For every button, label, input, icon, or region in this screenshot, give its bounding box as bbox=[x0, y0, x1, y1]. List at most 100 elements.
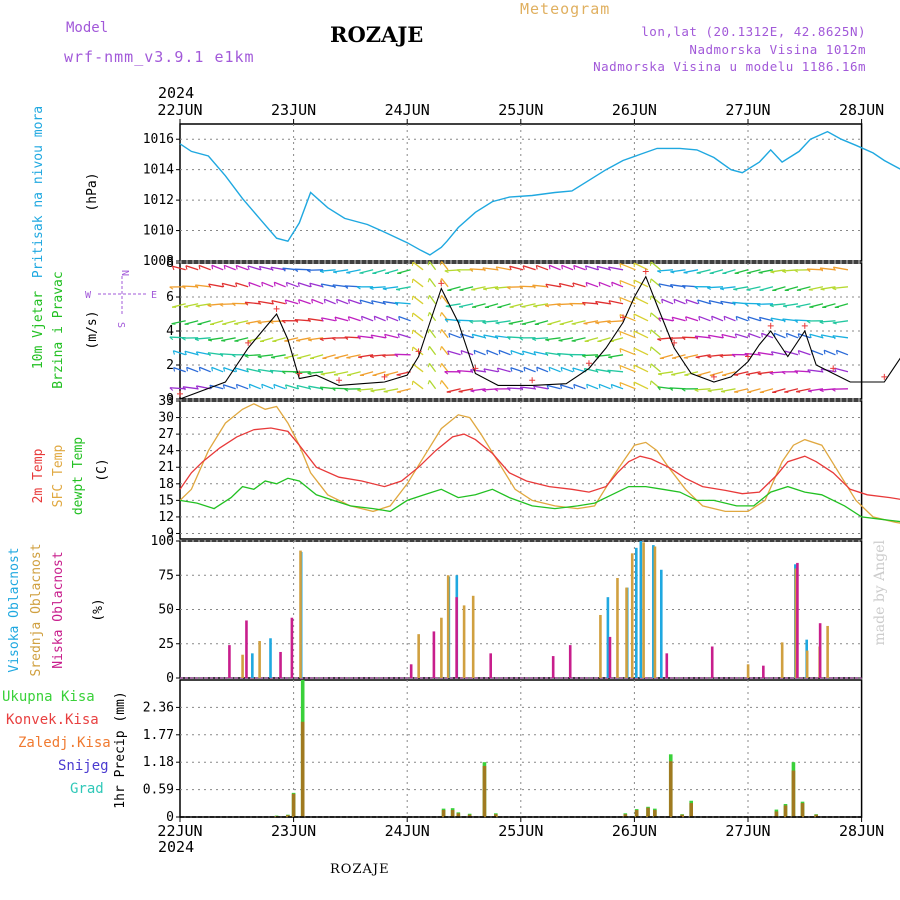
wind-arrow-head bbox=[761, 333, 763, 338]
wind-arrow bbox=[720, 388, 736, 393]
wind-arrow bbox=[747, 388, 761, 393]
wind-arrow bbox=[708, 334, 724, 339]
cloud-bar bbox=[432, 631, 436, 678]
wind-arrow bbox=[333, 269, 349, 273]
wind-arrow bbox=[661, 298, 674, 305]
wind-arrow-head bbox=[681, 285, 686, 289]
wind-arrow-head bbox=[359, 299, 362, 305]
wind-arrow bbox=[782, 303, 799, 307]
wind-arrow-head bbox=[211, 265, 214, 270]
wind-arrow-head bbox=[806, 268, 811, 273]
precip-bar bbox=[286, 815, 290, 817]
cloud-bar bbox=[228, 645, 231, 678]
wind-arrow bbox=[834, 303, 849, 309]
x-tick-label-bottom: 26JUN bbox=[612, 822, 657, 840]
wind-arrow bbox=[459, 286, 474, 291]
wind-arrow bbox=[733, 371, 749, 376]
wind-arrow-head bbox=[694, 286, 699, 290]
wind-arrow-head bbox=[796, 391, 801, 393]
wind-arrow bbox=[182, 285, 199, 288]
wind-arrow-head bbox=[257, 356, 262, 359]
wind-arrow bbox=[735, 333, 749, 339]
wind-gust-marker bbox=[177, 390, 183, 397]
ylabel-cloud-unit: (%) bbox=[91, 598, 106, 621]
wind-arrow-head bbox=[320, 283, 324, 288]
wind-arrow-head bbox=[394, 353, 399, 358]
wind-arrow bbox=[532, 284, 549, 288]
wind-arrow-head bbox=[384, 334, 387, 339]
wind-arrow-head bbox=[332, 284, 336, 289]
y-tick-label: 12 bbox=[158, 510, 174, 525]
wind-arrow-head bbox=[195, 385, 199, 390]
wind-arrow bbox=[370, 334, 386, 339]
wind-arrow bbox=[659, 354, 674, 360]
cloud-bar bbox=[746, 664, 750, 678]
wind-arrow-head bbox=[608, 356, 613, 359]
wind-arrow-head bbox=[357, 335, 361, 340]
wind-arrow bbox=[447, 350, 461, 356]
wind-arrow-head bbox=[172, 350, 175, 355]
wind-arrow bbox=[807, 268, 824, 271]
wind-arrow bbox=[440, 295, 449, 305]
wind-arrow-head bbox=[244, 355, 249, 358]
cloud-bar bbox=[462, 605, 466, 678]
wind-arrow-head bbox=[832, 266, 836, 271]
wind-arrow bbox=[397, 269, 411, 274]
precip-bar bbox=[634, 810, 639, 817]
wind-arrow-head bbox=[221, 340, 226, 342]
wind-arrow bbox=[324, 298, 336, 305]
wind-arrow-head bbox=[707, 334, 711, 339]
wind-arrow-head bbox=[296, 385, 300, 390]
wind-arrow-head bbox=[427, 363, 430, 368]
wind-arrow-head bbox=[782, 305, 788, 308]
wind-arrow bbox=[396, 388, 411, 393]
wind-arrow bbox=[223, 366, 236, 373]
wind-arrow-head bbox=[235, 282, 238, 287]
wind-arrow bbox=[370, 388, 386, 392]
ylabel-temp-unit: (C) bbox=[95, 458, 110, 481]
wind-arrow-head bbox=[608, 266, 612, 271]
wind-arrow bbox=[397, 333, 411, 339]
wind-speed-line bbox=[179, 275, 900, 400]
wind-arrow bbox=[832, 320, 849, 324]
wind-arrow-head bbox=[545, 283, 549, 288]
wind-arrow bbox=[773, 332, 786, 339]
y-tick-label: 2.36 bbox=[143, 700, 174, 715]
wind-arrow-head bbox=[395, 288, 401, 291]
wind-arrow-head bbox=[619, 314, 622, 319]
wind-arrow-head bbox=[510, 367, 513, 372]
wind-arrow-head bbox=[448, 333, 451, 338]
x-tick-label-bottom: 25JUN bbox=[498, 822, 543, 840]
wind-arrow-head bbox=[356, 286, 361, 290]
wind-arrow bbox=[194, 337, 211, 340]
wind-arrow-head bbox=[257, 301, 261, 306]
wind-arrow bbox=[284, 337, 299, 342]
wind-arrow bbox=[522, 265, 536, 271]
wind-arrow bbox=[469, 268, 486, 271]
wind-arrow-head bbox=[498, 350, 501, 355]
wind-arrow-head bbox=[246, 368, 249, 373]
wind-arrow bbox=[358, 354, 374, 358]
wind-gust-marker bbox=[296, 370, 303, 377]
wind-arrow-head bbox=[344, 388, 349, 392]
x-tick-label-bottom: 24JUN bbox=[385, 822, 430, 840]
ylabel-wind: 10m Vjetar bbox=[31, 291, 46, 369]
wind-arrow-head bbox=[820, 288, 825, 291]
wind-arrow-head bbox=[320, 317, 324, 322]
wind-arrow-head bbox=[369, 287, 374, 291]
wind-arrow-head bbox=[207, 339, 213, 342]
cloud-bar bbox=[551, 656, 555, 678]
wind-arrow bbox=[819, 267, 836, 271]
wind-arrow bbox=[361, 315, 374, 322]
wind-arrow-head bbox=[744, 302, 749, 307]
wind-arrow bbox=[683, 354, 699, 359]
wind-arrow-head bbox=[169, 387, 174, 391]
cloud-bar bbox=[471, 595, 475, 678]
wind-arrow-head bbox=[296, 340, 301, 342]
wind-arrow bbox=[223, 264, 236, 271]
wind-arrow bbox=[560, 366, 574, 373]
wind-arrow-head bbox=[185, 265, 188, 270]
wind-arrow-head bbox=[494, 388, 499, 392]
wind-arrow bbox=[619, 330, 636, 339]
wind-arrow bbox=[720, 286, 736, 290]
